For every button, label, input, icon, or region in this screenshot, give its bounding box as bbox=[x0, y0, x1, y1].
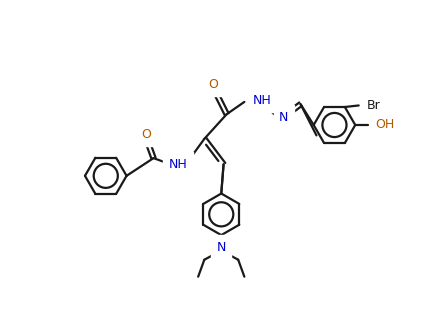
Text: O: O bbox=[141, 128, 151, 141]
Text: Br: Br bbox=[366, 99, 380, 112]
Text: OH: OH bbox=[375, 119, 395, 131]
Text: NH: NH bbox=[169, 158, 187, 171]
Text: N: N bbox=[217, 241, 226, 254]
Text: O: O bbox=[208, 78, 218, 91]
Text: NH: NH bbox=[253, 94, 271, 107]
Text: N: N bbox=[279, 111, 288, 124]
